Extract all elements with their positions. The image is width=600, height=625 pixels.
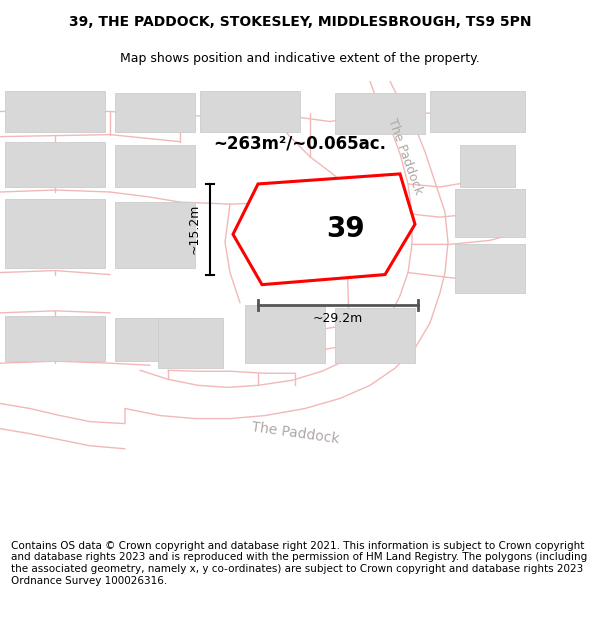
Bar	[115, 93, 195, 132]
Bar	[245, 305, 325, 363]
Bar	[115, 202, 195, 268]
Text: 39: 39	[326, 215, 365, 243]
Polygon shape	[233, 174, 415, 284]
Text: 39, THE PADDOCK, STOKESLEY, MIDDLESBROUGH, TS9 5PN: 39, THE PADDOCK, STOKESLEY, MIDDLESBROUG…	[69, 15, 531, 29]
Text: The Paddock: The Paddock	[250, 421, 340, 447]
Text: Map shows position and indicative extent of the property.: Map shows position and indicative extent…	[120, 52, 480, 65]
Bar	[455, 189, 525, 238]
Bar	[5, 91, 105, 132]
Text: ~29.2m: ~29.2m	[313, 312, 363, 326]
Text: ~263m²/~0.065ac.: ~263m²/~0.065ac.	[214, 134, 386, 152]
Bar	[460, 144, 515, 187]
Bar	[115, 144, 195, 187]
Bar	[335, 93, 425, 134]
Bar	[455, 244, 525, 292]
Bar	[5, 199, 105, 268]
Bar	[115, 318, 195, 361]
Bar	[158, 318, 223, 368]
Bar	[5, 316, 105, 361]
Text: ~15.2m: ~15.2m	[187, 204, 200, 254]
Bar	[5, 142, 105, 187]
Bar	[200, 91, 300, 132]
Bar	[430, 91, 525, 132]
Text: Contains OS data © Crown copyright and database right 2021. This information is : Contains OS data © Crown copyright and d…	[11, 541, 587, 586]
Bar	[335, 308, 415, 363]
Text: The Paddock: The Paddock	[385, 117, 425, 197]
